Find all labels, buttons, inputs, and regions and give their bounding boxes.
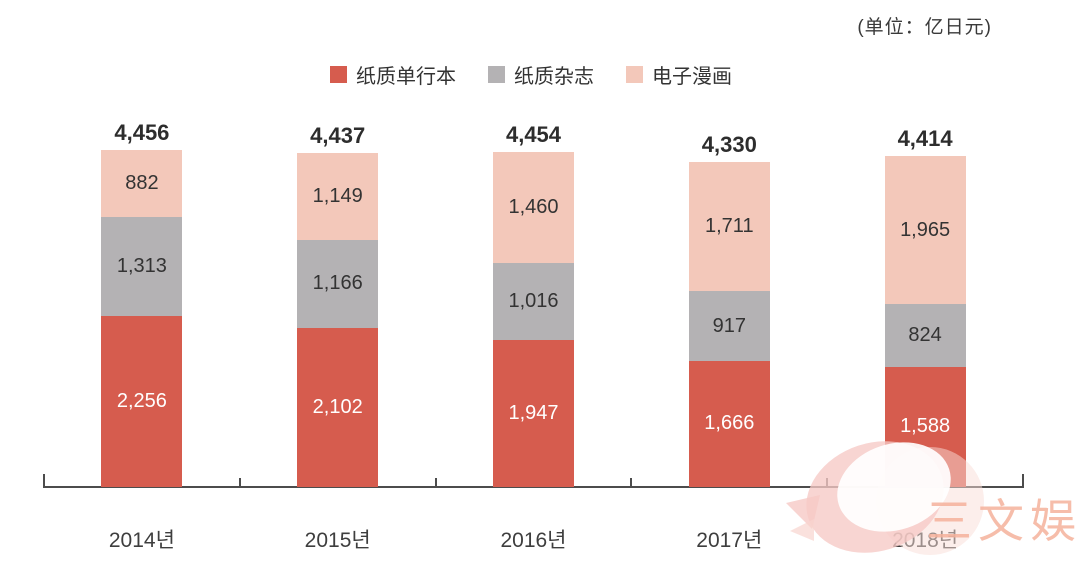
bar-total-label: 4,454 (505, 122, 562, 148)
legend-item: 电子漫画 (626, 60, 732, 89)
bar-segment-label: 1,666 (704, 412, 755, 435)
unit-label: (单位：亿日元) (857, 17, 992, 38)
bar-segment-label: 1,588 (900, 415, 951, 438)
x-axis-label: 2018년 (892, 529, 959, 552)
x-axis-line (43, 486, 1024, 488)
bar-segment-label: 1,947 (508, 401, 559, 424)
bar-segment-label: 1,965 (900, 218, 951, 241)
bar-total-label: 4,414 (897, 125, 953, 151)
x-axis-label: 2014년 (108, 529, 175, 552)
bar-segment: 1,947 (493, 339, 574, 487)
bar-segment-label: 824 (908, 324, 942, 347)
x-axis-label: 2017년 (696, 529, 763, 552)
axis-tick (238, 478, 241, 487)
axis-tick (630, 478, 633, 487)
bar-total-label: 4,437 (310, 122, 366, 148)
bar-segment: 1,711 (688, 161, 770, 292)
axis-tick (43, 474, 45, 487)
bar-segment-label: 1,016 (508, 289, 559, 312)
bar-segment-label: 1,460 (508, 195, 559, 218)
bar-segment: 1,166 (297, 239, 379, 328)
bar-segment: 2,102 (297, 327, 379, 487)
bar-segment: 1,460 (493, 152, 574, 263)
axis-tick (434, 478, 437, 487)
bar-segment: 1,965 (884, 155, 966, 305)
legend-item: 纸质杂志 (488, 60, 594, 89)
bar-segment: 824 (884, 304, 966, 367)
legend: 纸质单行本 纸质杂志 电子漫画 (330, 60, 732, 89)
bar-segment: 1,016 (493, 262, 574, 340)
bar-segment-label: 882 (125, 171, 159, 194)
bar-segment-label: 1,313 (116, 255, 167, 277)
bar-segment: 1,313 (101, 216, 183, 317)
bar-segment-label: 1,711 (705, 215, 754, 238)
bar-total-label: 4,456 (114, 120, 170, 146)
axis-tick (826, 478, 829, 487)
bar-segment-label: 1,149 (312, 184, 363, 207)
bar-segment-label: 2,102 (312, 395, 363, 418)
legend-label: 电子漫画 (652, 66, 732, 88)
bar-segment: 1,588 (884, 366, 966, 487)
legend-swatch-icon (330, 66, 347, 83)
legend-label: 纸质杂志 (514, 66, 594, 88)
bar-segment-label: 2,256 (116, 390, 167, 413)
legend-swatch-icon (626, 66, 643, 83)
legend-swatch-icon (488, 66, 505, 83)
bar-total-label: 4,330 (701, 131, 757, 157)
legend-item: 纸质单行本 (330, 60, 456, 89)
bar-segment: 1,149 (297, 152, 379, 240)
bar-segment: 882 (101, 150, 183, 217)
axis-tick (1022, 474, 1024, 487)
bar-segment: 917 (688, 291, 770, 361)
bar-segment: 1,666 (688, 360, 770, 487)
bar-segment: 2,256 (101, 316, 183, 487)
bar-segment-label: 1,166 (312, 272, 363, 295)
legend-label: 纸质单行本 (356, 66, 456, 88)
x-axis-label: 2016년 (500, 529, 567, 552)
bar-segment-label: 917 (712, 314, 746, 337)
x-axis-label: 2015년 (304, 529, 371, 552)
